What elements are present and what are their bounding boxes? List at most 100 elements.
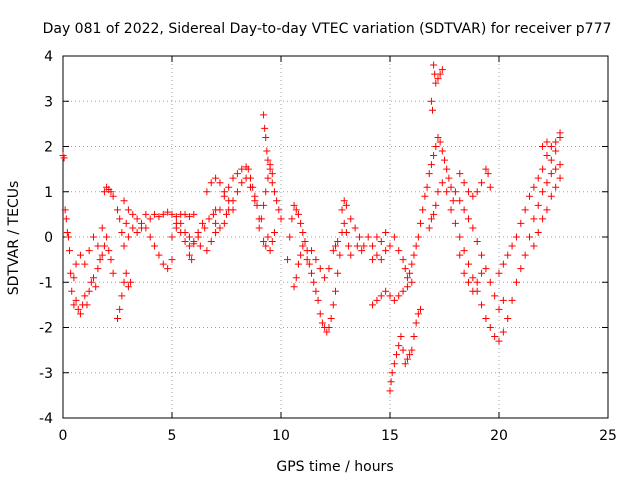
data-point bbox=[456, 170, 464, 178]
x-tick-label: 15 bbox=[381, 428, 399, 444]
data-point bbox=[177, 228, 185, 236]
data-point bbox=[151, 210, 159, 218]
data-point bbox=[87, 278, 95, 286]
data-point bbox=[358, 247, 366, 255]
data-point bbox=[430, 61, 438, 69]
data-point bbox=[369, 301, 377, 309]
tick-labels: 0 5 10 15 20 25 -4 -3 -2 -1 0 1 2 3 4 bbox=[39, 49, 617, 444]
x-tick-label: 0 bbox=[59, 428, 68, 444]
data-point bbox=[118, 228, 126, 236]
data-point bbox=[434, 133, 442, 141]
data-point bbox=[155, 213, 163, 221]
data-point bbox=[443, 188, 451, 196]
plot-frame bbox=[62, 55, 609, 419]
data-point bbox=[83, 301, 91, 309]
data-point bbox=[414, 310, 422, 318]
data-point bbox=[441, 156, 448, 164]
data-point bbox=[534, 228, 542, 236]
data-point bbox=[185, 213, 193, 221]
data-point bbox=[406, 351, 414, 359]
data-point bbox=[345, 242, 353, 250]
data-point bbox=[473, 238, 481, 246]
data-point bbox=[377, 256, 385, 264]
data-point bbox=[233, 188, 241, 196]
data-point bbox=[268, 170, 276, 178]
data-point bbox=[116, 215, 124, 223]
data-point bbox=[395, 292, 403, 300]
data-point bbox=[469, 274, 477, 282]
data-point bbox=[530, 215, 538, 223]
data-point bbox=[432, 143, 440, 150]
data-point bbox=[321, 274, 329, 282]
data-point bbox=[486, 278, 494, 286]
data-point bbox=[190, 210, 198, 218]
data-point bbox=[425, 224, 433, 232]
chart-title: Day 081 of 2022, Sidereal Day-to-day VTE… bbox=[43, 21, 612, 37]
data-point bbox=[495, 305, 503, 313]
data-point bbox=[429, 106, 437, 114]
data-point bbox=[151, 242, 159, 250]
data-point bbox=[403, 274, 411, 282]
data-point bbox=[386, 387, 394, 395]
data-point bbox=[190, 240, 198, 248]
y-tick-label: 4 bbox=[44, 49, 53, 65]
data-point bbox=[100, 188, 108, 196]
data-point bbox=[303, 256, 311, 264]
y-tick-label: -4 bbox=[39, 411, 53, 427]
data-point bbox=[386, 242, 394, 250]
data-point bbox=[268, 179, 276, 187]
data-point bbox=[159, 260, 167, 268]
data-point bbox=[72, 296, 80, 304]
data-point bbox=[181, 210, 189, 218]
data-point bbox=[225, 206, 233, 214]
data-point bbox=[262, 242, 270, 250]
data-point bbox=[521, 206, 529, 214]
data-point bbox=[495, 269, 503, 277]
x-tick-label: 10 bbox=[272, 428, 290, 444]
data-point bbox=[168, 210, 176, 218]
data-point bbox=[244, 165, 252, 173]
data-point bbox=[464, 188, 472, 196]
data-point bbox=[284, 256, 292, 264]
data-point bbox=[164, 208, 172, 216]
data-point bbox=[403, 355, 411, 363]
data-point bbox=[388, 369, 396, 377]
data-point bbox=[305, 260, 313, 268]
data-point bbox=[286, 233, 294, 241]
data-point bbox=[417, 219, 425, 227]
data-point bbox=[504, 314, 512, 322]
data-point bbox=[70, 274, 78, 282]
data-point bbox=[159, 210, 167, 218]
data-point bbox=[447, 206, 455, 214]
data-point bbox=[469, 224, 477, 232]
data-point bbox=[94, 265, 102, 273]
data-point bbox=[137, 224, 145, 232]
data-point bbox=[390, 233, 398, 241]
data-point bbox=[534, 201, 542, 209]
data-point bbox=[301, 238, 309, 246]
data-point bbox=[360, 242, 368, 250]
data-point bbox=[114, 314, 121, 322]
data-point bbox=[464, 215, 472, 223]
data-point bbox=[432, 201, 440, 209]
data-point bbox=[478, 251, 486, 259]
data-point bbox=[262, 133, 270, 141]
y-tick-label: 3 bbox=[44, 94, 53, 110]
data-point bbox=[242, 174, 250, 182]
data-point bbox=[90, 274, 98, 282]
data-point bbox=[94, 242, 102, 250]
data-point bbox=[526, 233, 534, 241]
data-point bbox=[387, 378, 395, 386]
data-point bbox=[386, 292, 394, 300]
data-point bbox=[364, 233, 372, 241]
data-point bbox=[351, 224, 359, 232]
data-point bbox=[355, 233, 363, 241]
data-point bbox=[521, 251, 529, 259]
y-tick-label: -1 bbox=[39, 275, 53, 291]
data-point bbox=[316, 310, 324, 318]
data-point bbox=[539, 188, 547, 196]
data-point bbox=[332, 242, 339, 250]
data-point bbox=[310, 278, 318, 286]
data-point bbox=[270, 228, 278, 236]
data-point bbox=[120, 197, 128, 205]
